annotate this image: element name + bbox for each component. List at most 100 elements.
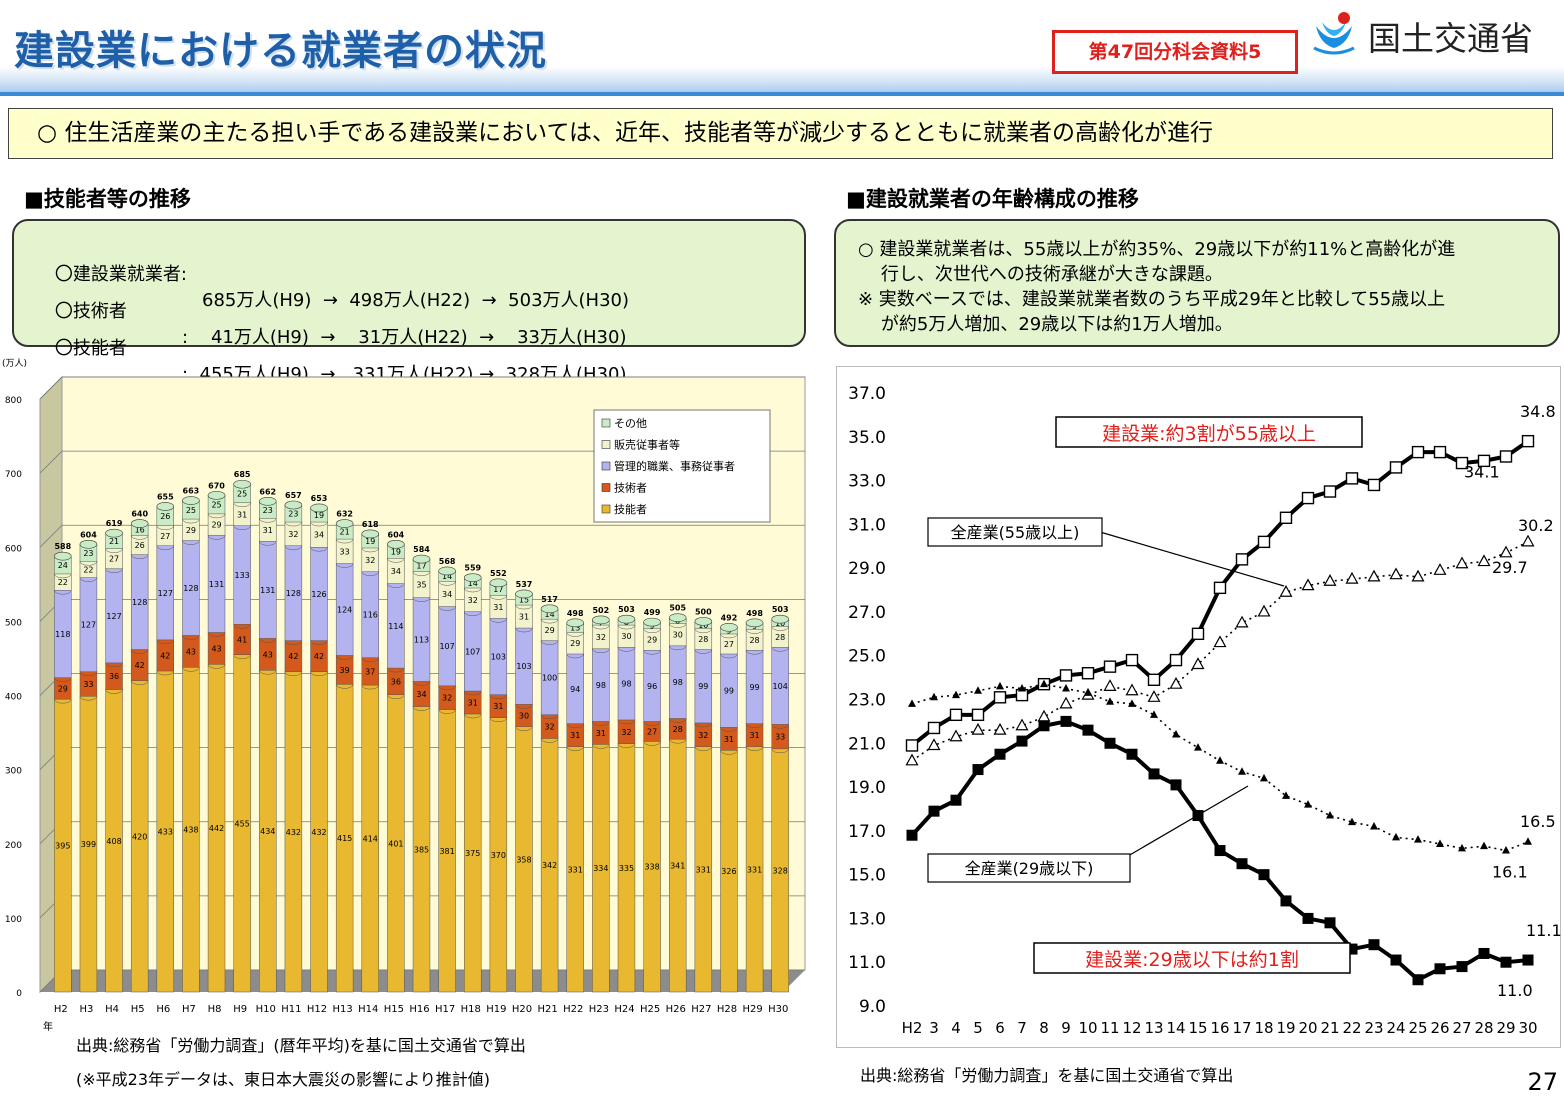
bar-value-label: 395 [55,842,70,851]
bar-total-label: 640 [131,510,148,519]
x-tick-label: 5 [973,1019,983,1037]
bar-top-cap [438,566,456,576]
point-marker [1323,574,1337,586]
point-marker [1106,697,1114,705]
point-marker [1499,545,1513,558]
point-marker [1414,835,1422,843]
point-marker [1236,858,1248,870]
bar-top-cap [720,623,738,632]
label-all29: 全産業(29歳以下) [965,859,1094,878]
bar-value-label: 31 [468,699,478,708]
bar-value-label: 23 [83,549,93,558]
value-label: 29.7 [1492,558,1528,577]
bar-value-label: 104 [773,682,788,691]
point-marker [1521,434,1535,448]
bar-value-label: 23 [263,506,273,515]
y-tick-label: 600 [5,544,22,554]
bar-value-label: 24 [58,561,68,570]
bar-top-cap [745,618,764,628]
x-tick-label: H30 [768,1004,788,1015]
point-marker [1524,837,1532,845]
point-marker [971,722,985,735]
y-tick-label: 23.0 [848,691,886,711]
point-marker [993,722,1007,735]
point-marker [1370,821,1378,830]
point-marker [1170,779,1182,791]
bar-top-cap [207,491,226,500]
y-tick-label: 13.0 [848,909,886,929]
bar-top-cap [515,589,533,599]
x-tick-label: H18 [461,1004,481,1015]
point-marker [1147,690,1161,702]
bar-value-label: 36 [109,672,119,681]
bar-total-label: 498 [567,609,584,618]
bar-total-label: 537 [516,580,533,589]
x-tick-label: H24 [614,1004,634,1015]
x-tick-label: 16 [1210,1019,1229,1037]
bar-value-label: 28 [749,636,759,645]
bar-top-cap [387,539,405,549]
legend-swatch [601,418,611,428]
legend-label: 技術者 [614,482,647,495]
point-marker [1059,669,1073,682]
point-marker [1389,567,1403,580]
right-info-box: ○ 建設業就業者は、55歳以上が約35%、29歳以下が約11%と高齢化が進 行し… [834,219,1560,347]
x-tick-label: 21 [1320,1019,1339,1037]
x-tick-label: H7 [182,1004,196,1015]
x-tick-label: H15 [384,1004,404,1015]
x-tick-label: H19 [486,1004,506,1015]
bar-value-label: 99 [749,683,759,692]
bar-value-label: 29 [211,521,221,530]
bar-value-label: 27 [109,555,119,564]
meeting-badge: 第47回分科会資料5 [1052,30,1298,74]
x-tick-label: 27 [1452,1019,1471,1037]
point-marker [1455,456,1469,470]
bar-value-label: 434 [260,827,275,836]
value-label: 34.8 [1520,402,1556,421]
point-marker [1346,943,1358,955]
bar-value-label: 114 [388,622,403,631]
bar-value-label: 43 [186,647,196,656]
bar-top-cap [130,519,149,528]
bar-value-label: 98 [621,680,631,689]
point-marker [905,739,919,752]
y-tick-label: 27.0 [848,603,886,623]
point-marker [1324,917,1336,929]
x-tick-label: H27 [691,1004,711,1015]
legend-swatch [601,440,611,449]
bar-value-label: 33 [340,547,350,556]
bar-value-label: 331 [747,865,762,874]
x-tick-label: H17 [435,1004,455,1015]
bar-total-label: 498 [746,609,763,618]
bar-value-label: 26 [135,541,145,550]
bar-value-label: 30 [673,631,683,640]
bar-value-label: 126 [311,590,326,599]
left-row-1-label: 〇建設業就業者: [54,264,187,285]
bar-total-label: 505 [669,604,686,613]
value-label: 30.2 [1518,516,1554,535]
bar-value-label: 34 [442,590,452,599]
point-marker [1390,954,1402,966]
bar-value-label: 27 [647,727,657,736]
point-marker [927,738,941,751]
point-marker [1368,939,1380,951]
left-row-2: 〇技術者 : 41万人(H9) → 31万人(H22) → 33万人(H30) [32,276,627,365]
bar-value-label: 33 [775,733,785,742]
bar-value-label: 98 [673,678,683,687]
y-tick-label: 17.0 [848,822,886,842]
bar-value-label: 17 [416,561,426,570]
bar-total-label: 568 [439,557,456,566]
bar-top-cap [668,613,687,622]
x-tick-label: 26 [1430,1019,1449,1037]
x-tick-label: H9 [233,1004,247,1015]
x-tick-label: 28 [1474,1019,1493,1037]
bar-value-label: 326 [721,867,736,876]
value-label: 11.0 [1497,981,1533,1000]
bar-value-label: 22 [83,565,93,574]
bar-value-label: 42 [288,652,298,661]
bar-value-label: 124 [337,606,352,615]
bar-value-label: 31 [493,603,503,612]
bar-value-label: 42 [314,652,324,661]
point-marker [1257,535,1271,549]
x-tick-label: 6 [995,1019,1005,1037]
